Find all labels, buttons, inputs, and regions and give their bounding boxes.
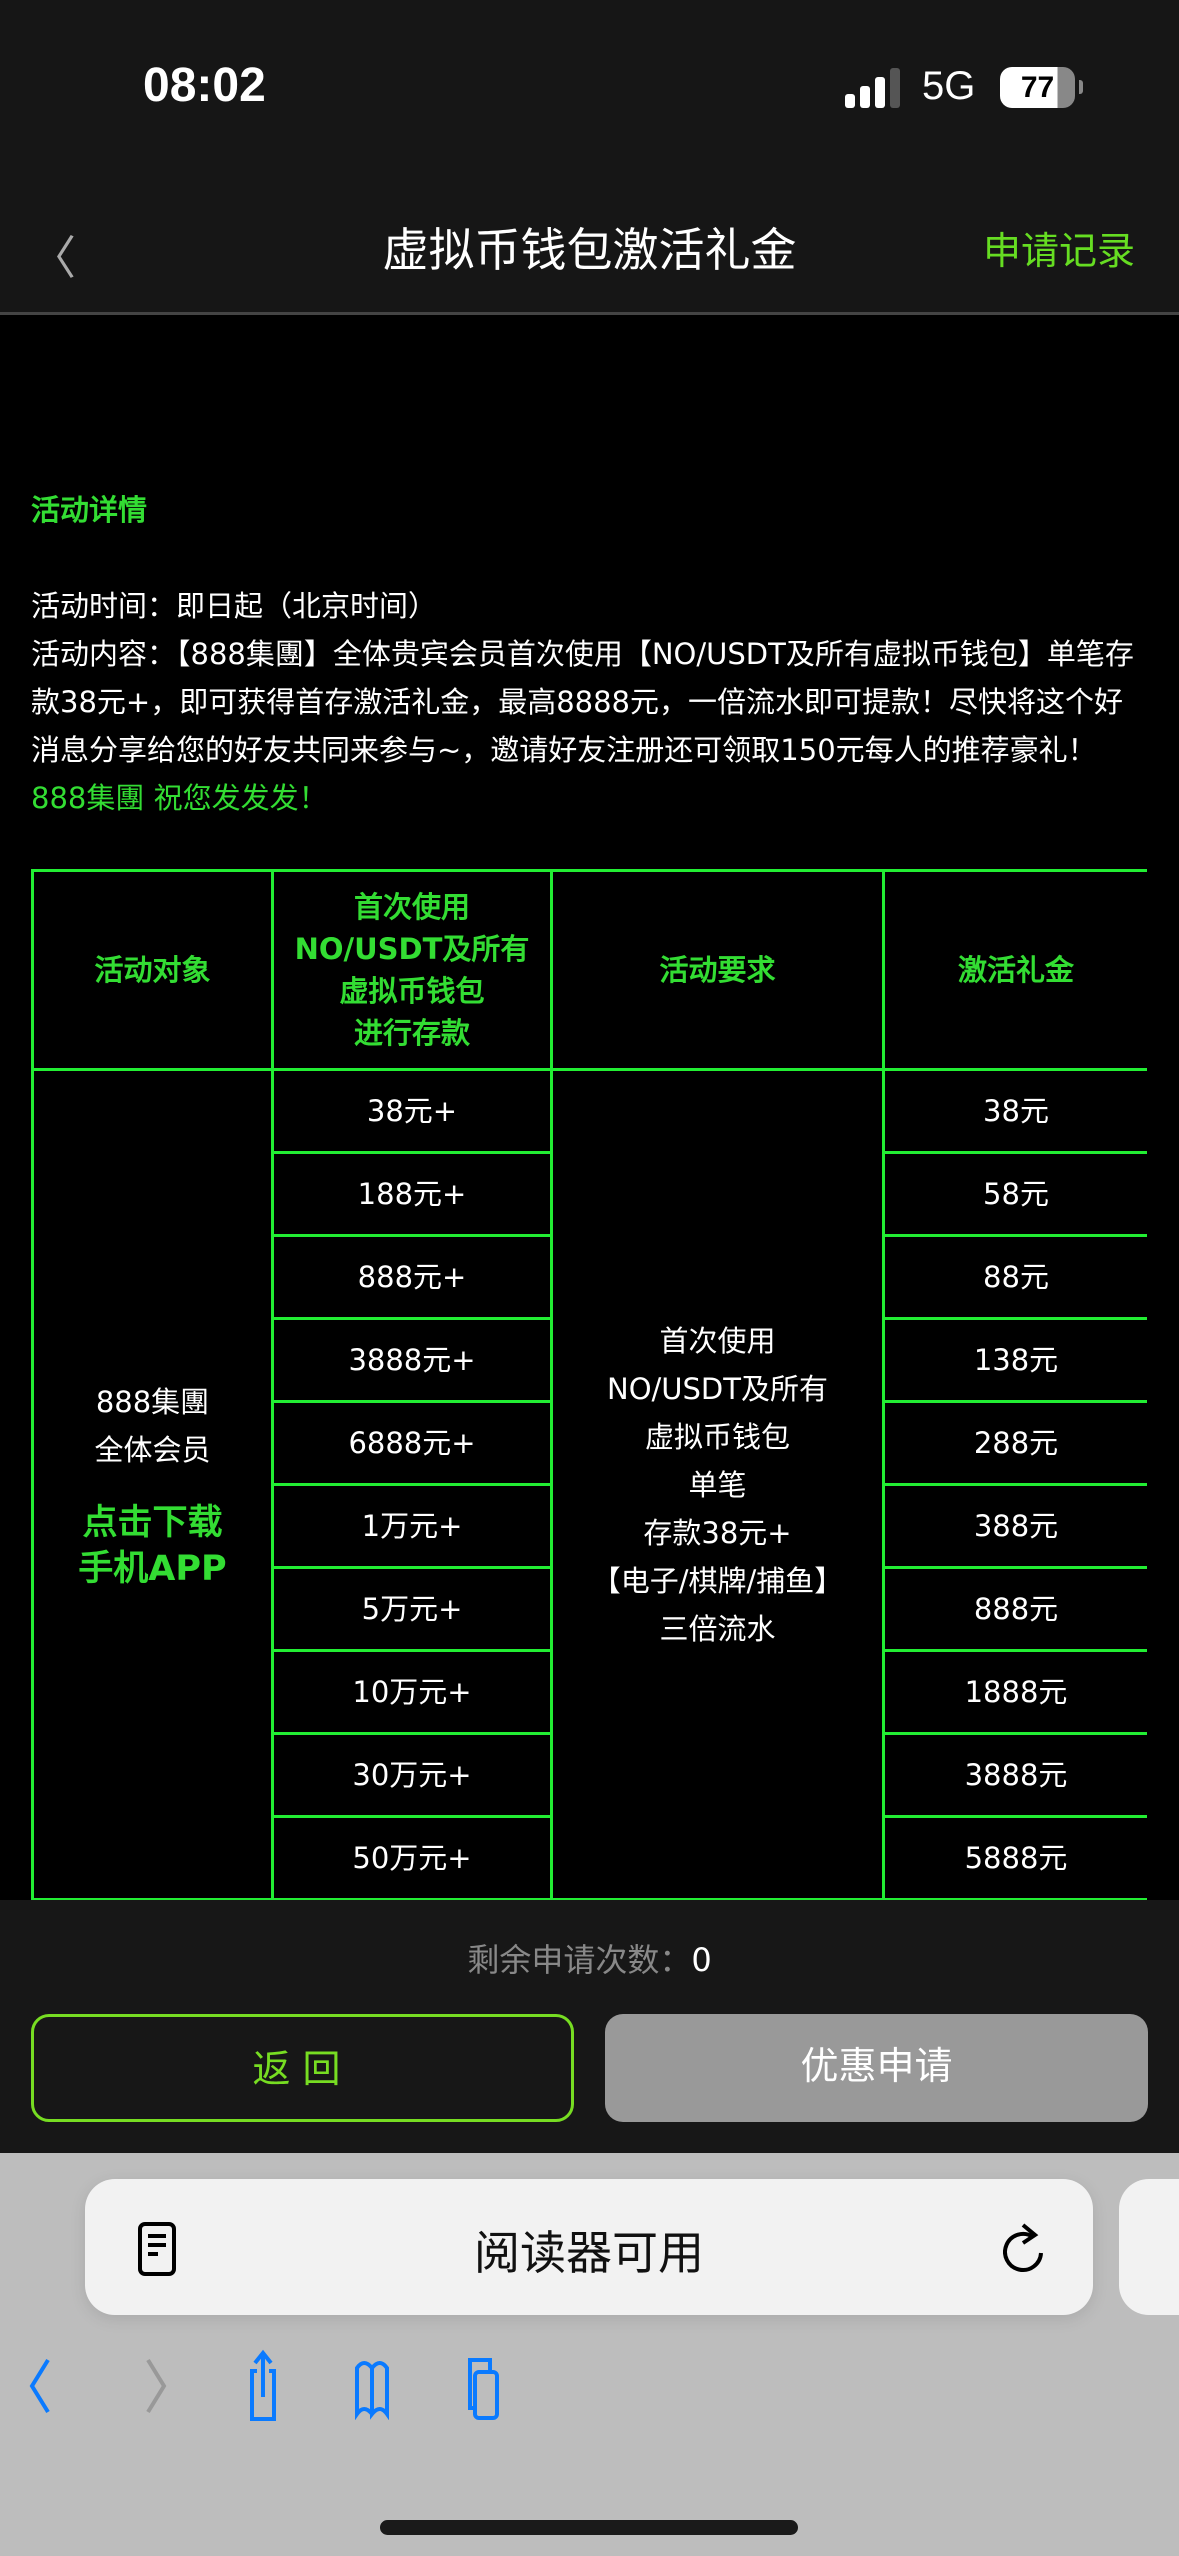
- deposit-cell: 888元+: [271, 1234, 553, 1320]
- tabs-icon[interactable]: [466, 2356, 500, 2422]
- deposit-cell: 6888元+: [271, 1400, 553, 1486]
- bookmarks-icon[interactable]: [355, 2358, 389, 2420]
- deposit-cell: 3888元+: [271, 1317, 553, 1403]
- bonus-cell: 58元: [882, 1151, 1147, 1237]
- bonus-cell: 3888元: [882, 1732, 1147, 1818]
- network-type: 5G: [922, 64, 976, 108]
- bonus-cell: 888元: [882, 1566, 1147, 1652]
- records-link[interactable]: 申请记录: [982, 229, 1135, 273]
- signal-icon: [845, 68, 900, 108]
- table-row: 30万元+ 3888元: [33, 1732, 1147, 1818]
- table-row: 888元+ 88元: [33, 1234, 1147, 1320]
- deposit-cell: 38元+: [271, 1068, 553, 1154]
- deposit-cell: 1万元+: [271, 1483, 553, 1569]
- header-cell: 活动要求: [550, 869, 885, 1071]
- bonus-cell: 138元: [882, 1317, 1147, 1403]
- target-cell: 888集團 全体会员 点击下载 手机APP: [31, 1068, 274, 1900]
- bonus-table: 活动对象 首次使用 NO/USDT及所有 虚拟币钱包 进行存款 活动要求 激活礼…: [31, 869, 1147, 1900]
- next-tab-pill[interactable]: [1119, 2179, 1179, 2315]
- table-row: 10万元+ 1888元: [33, 1649, 1147, 1735]
- deposit-cell: 188元+: [271, 1151, 553, 1237]
- page-title: 虚拟币钱包激活礼金: [382, 223, 797, 277]
- activity-time: 活动时间：即日起（北京时间）: [31, 589, 438, 623]
- clock: 08:02: [143, 59, 266, 112]
- requirement-cell: 首次使用 NO/USDT及所有 虚拟币钱包 单笔 存款38元+ 【电子/棋牌/捕…: [550, 1068, 885, 1900]
- activity-description: 活动时间：即日起（北京时间） 活动内容：【888集團】全体贵宾会员首次使用【NO…: [31, 582, 1151, 822]
- address-bar[interactable]: 阅读器可用: [85, 2179, 1093, 2315]
- bonus-cell: 38元: [882, 1068, 1147, 1154]
- reader-icon[interactable]: [137, 2221, 177, 2277]
- download-app-link[interactable]: 点击下载 手机APP: [78, 1502, 227, 1589]
- activity-content: 活动内容：【888集團】全体贵宾会员首次使用【NO/USDT及所有虚拟币钱包】单…: [31, 637, 1134, 767]
- back-icon[interactable]: [28, 2358, 52, 2414]
- header-cell: 激活礼金: [882, 869, 1147, 1071]
- back-chevron-icon[interactable]: 〈: [30, 231, 76, 285]
- table-row: 3888元+ 138元: [33, 1317, 1147, 1403]
- table-row: 1万元+ 388元: [33, 1483, 1147, 1569]
- table-row: 888集團 全体会员 点击下载 手机APP 38元+ 首次使用 NO/USDT及所有 …: [31, 1068, 1147, 1900]
- battery-icon: 77: [1000, 67, 1083, 108]
- section-heading: 活动详情: [31, 493, 148, 527]
- bonus-cell: 5888元: [882, 1815, 1147, 1900]
- safari-toolbar: 阅读器可用: [0, 2153, 1179, 2556]
- share-icon[interactable]: [248, 2349, 278, 2423]
- reload-icon[interactable]: [1003, 2219, 1047, 2277]
- table-row: 5万元+ 888元: [33, 1566, 1147, 1652]
- remaining-count: 剩余申请次数：0: [467, 1941, 712, 1979]
- address-text: 阅读器可用: [474, 2226, 704, 2280]
- back-button[interactable]: 返回: [31, 2014, 574, 2122]
- header-cell: 首次使用 NO/USDT及所有 虚拟币钱包 进行存款: [271, 869, 553, 1071]
- bonus-cell: 288元: [882, 1400, 1147, 1486]
- deposit-cell: 30万元+: [271, 1732, 553, 1818]
- bonus-cell: 1888元: [882, 1649, 1147, 1735]
- nav-bar: 〈 虚拟币钱包激活礼金 申请记录: [0, 200, 1179, 315]
- deposit-cell: 5万元+: [271, 1566, 553, 1652]
- bonus-cell: 88元: [882, 1234, 1147, 1320]
- apply-button[interactable]: 优惠申请: [605, 2014, 1148, 2122]
- bonus-cell: 388元: [882, 1483, 1147, 1569]
- status-bar: 08:02 5G 77: [0, 0, 1179, 200]
- action-footer: 剩余申请次数：0 返回 优惠申请: [0, 1900, 1179, 2153]
- closing-text: 888集團 祝您发发发！: [31, 781, 328, 815]
- table-row: 188元+ 58元: [33, 1151, 1147, 1237]
- forward-icon[interactable]: [144, 2358, 168, 2414]
- table-row: 50万元+ 5888元: [33, 1815, 1147, 1900]
- deposit-cell: 50万元+: [271, 1815, 553, 1900]
- table-row: 6888元+ 288元: [33, 1400, 1147, 1486]
- deposit-cell: 10万元+: [271, 1649, 553, 1735]
- header-cell: 活动对象: [31, 869, 274, 1071]
- home-indicator[interactable]: [380, 2520, 798, 2535]
- table-header-row: 活动对象 首次使用 NO/USDT及所有 虚拟币钱包 进行存款 活动要求 激活礼…: [31, 869, 1147, 1071]
